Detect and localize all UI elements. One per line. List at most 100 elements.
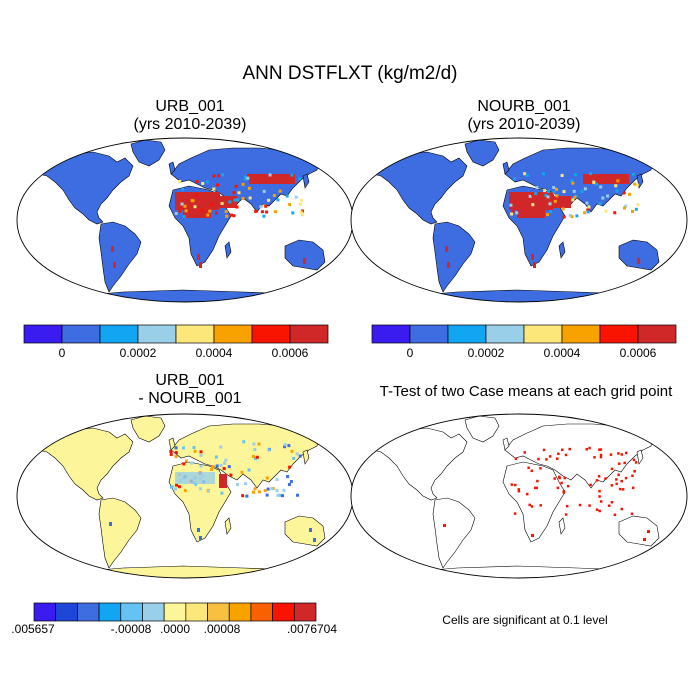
significant-cell — [647, 530, 650, 533]
high-flux-region — [219, 196, 237, 208]
significant-cell — [568, 447, 571, 451]
grid-cell — [295, 493, 299, 497]
grid-cell — [178, 209, 182, 213]
grid-cell — [262, 214, 266, 218]
grid-cell — [298, 454, 302, 458]
significant-cell — [514, 483, 517, 487]
grid-cell — [313, 538, 316, 542]
significant-cell — [564, 453, 568, 457]
grid-cell — [562, 215, 566, 219]
grid-cell — [570, 179, 574, 183]
significant-cell — [610, 500, 614, 504]
grid-cell — [252, 442, 256, 446]
colorbar-swatch — [55, 602, 78, 622]
significant-cell — [530, 469, 534, 473]
grid-cell — [298, 202, 302, 206]
grid-cell — [220, 202, 224, 206]
panel-title-urb-line2: (yrs 2010-2039) — [133, 116, 247, 133]
grid-cell — [241, 182, 245, 186]
grid-cell — [614, 184, 618, 188]
grid-cell — [206, 213, 210, 217]
grid-cell — [259, 205, 263, 209]
grid-cell — [265, 210, 269, 214]
grid-cell — [229, 473, 233, 477]
grid-cell — [193, 205, 197, 209]
grid-cell — [275, 489, 279, 493]
grid-cell — [546, 190, 550, 194]
significant-cell — [631, 486, 635, 490]
high-flux-region — [183, 210, 211, 218]
grid-cell — [212, 174, 216, 178]
significant-cell — [617, 452, 620, 455]
grid-cell — [265, 476, 269, 480]
grid-cell — [548, 202, 552, 206]
grid-cell — [236, 483, 240, 487]
colorbar-urb — [23, 324, 329, 344]
grid-cell — [561, 207, 565, 211]
grid-cell — [247, 173, 251, 177]
grid-cell — [531, 192, 535, 196]
grid-cell — [272, 193, 276, 197]
grid-cell — [583, 187, 587, 191]
grid-cell — [510, 212, 514, 216]
colorbar-swatch — [447, 324, 487, 344]
grid-cell — [299, 210, 303, 214]
significant-cell — [620, 479, 623, 483]
grid-cell — [580, 189, 584, 193]
colorbar-diff-label: .005657 — [11, 622, 55, 636]
grid-cell — [214, 455, 218, 459]
significant-cell — [588, 446, 591, 450]
grid-cell — [181, 187, 185, 191]
grid-cell — [294, 195, 298, 199]
grid-cell — [573, 195, 577, 199]
significant-cell — [598, 448, 601, 451]
grid-cell — [535, 186, 539, 190]
grid-cell — [253, 487, 257, 491]
grid-cell — [228, 200, 232, 204]
grid-cell — [190, 199, 194, 203]
grid-cell — [570, 215, 574, 219]
grid-cell — [260, 210, 264, 214]
grid-cell — [290, 449, 294, 453]
grid-cell — [225, 214, 229, 218]
colorbar-swatch — [561, 324, 601, 344]
grid-cell — [555, 194, 559, 198]
continent-uk — [502, 161, 510, 175]
significant-cell — [613, 513, 617, 517]
panel-title-diff-line1: URB_001 — [155, 372, 225, 389]
significant-cell — [615, 478, 618, 481]
grid-cell — [237, 191, 241, 195]
map-nourb — [350, 137, 688, 303]
significant-cell — [588, 504, 591, 507]
significant-cell — [514, 457, 518, 460]
colorbar-swatch — [33, 602, 57, 622]
grid-cell — [175, 483, 179, 487]
colorbar-swatch — [137, 324, 177, 344]
significant-cell — [632, 458, 636, 462]
grid-cell — [173, 487, 177, 491]
significant-cell — [624, 451, 628, 455]
grid-cell — [183, 489, 187, 493]
significant-cell — [609, 453, 613, 456]
grid-cell — [568, 213, 572, 217]
grid-cell — [583, 211, 587, 215]
significant-cell — [553, 477, 556, 480]
grid-cell — [190, 461, 194, 465]
grid-cell — [533, 262, 536, 268]
grid-cell — [227, 465, 231, 469]
colorbar-nourb-label: 0 — [406, 346, 414, 360]
grid-cell — [552, 190, 556, 194]
grid-cell — [257, 442, 261, 446]
colorbar-diff — [33, 602, 317, 622]
grid-cell — [571, 181, 575, 185]
colorbar-diff-label: .00008 — [203, 622, 241, 636]
grid-cell — [511, 210, 515, 214]
grid-cell — [182, 215, 186, 219]
grid-cell — [264, 204, 268, 208]
significant-cell — [595, 508, 599, 511]
colorbar-nourb-label: 0.0004 — [543, 346, 581, 360]
grid-cell — [278, 189, 282, 193]
grid-cell — [210, 203, 214, 207]
colorbar-swatch — [289, 324, 329, 344]
colorbar-swatch — [23, 324, 63, 344]
